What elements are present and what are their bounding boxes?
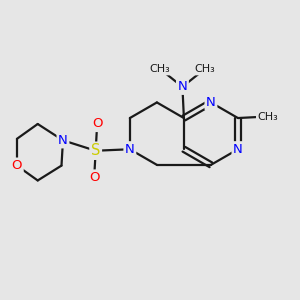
Text: CH₃: CH₃ [150, 64, 170, 74]
Text: N: N [58, 134, 68, 147]
Text: N: N [125, 143, 135, 156]
Text: N: N [233, 143, 243, 156]
Text: CH₃: CH₃ [194, 64, 215, 74]
Text: S: S [91, 143, 100, 158]
Text: N: N [178, 80, 187, 93]
Text: O: O [89, 171, 99, 184]
Text: O: O [12, 159, 22, 172]
Text: CH₃: CH₃ [257, 112, 278, 122]
Text: O: O [92, 118, 102, 130]
Text: N: N [206, 96, 216, 109]
